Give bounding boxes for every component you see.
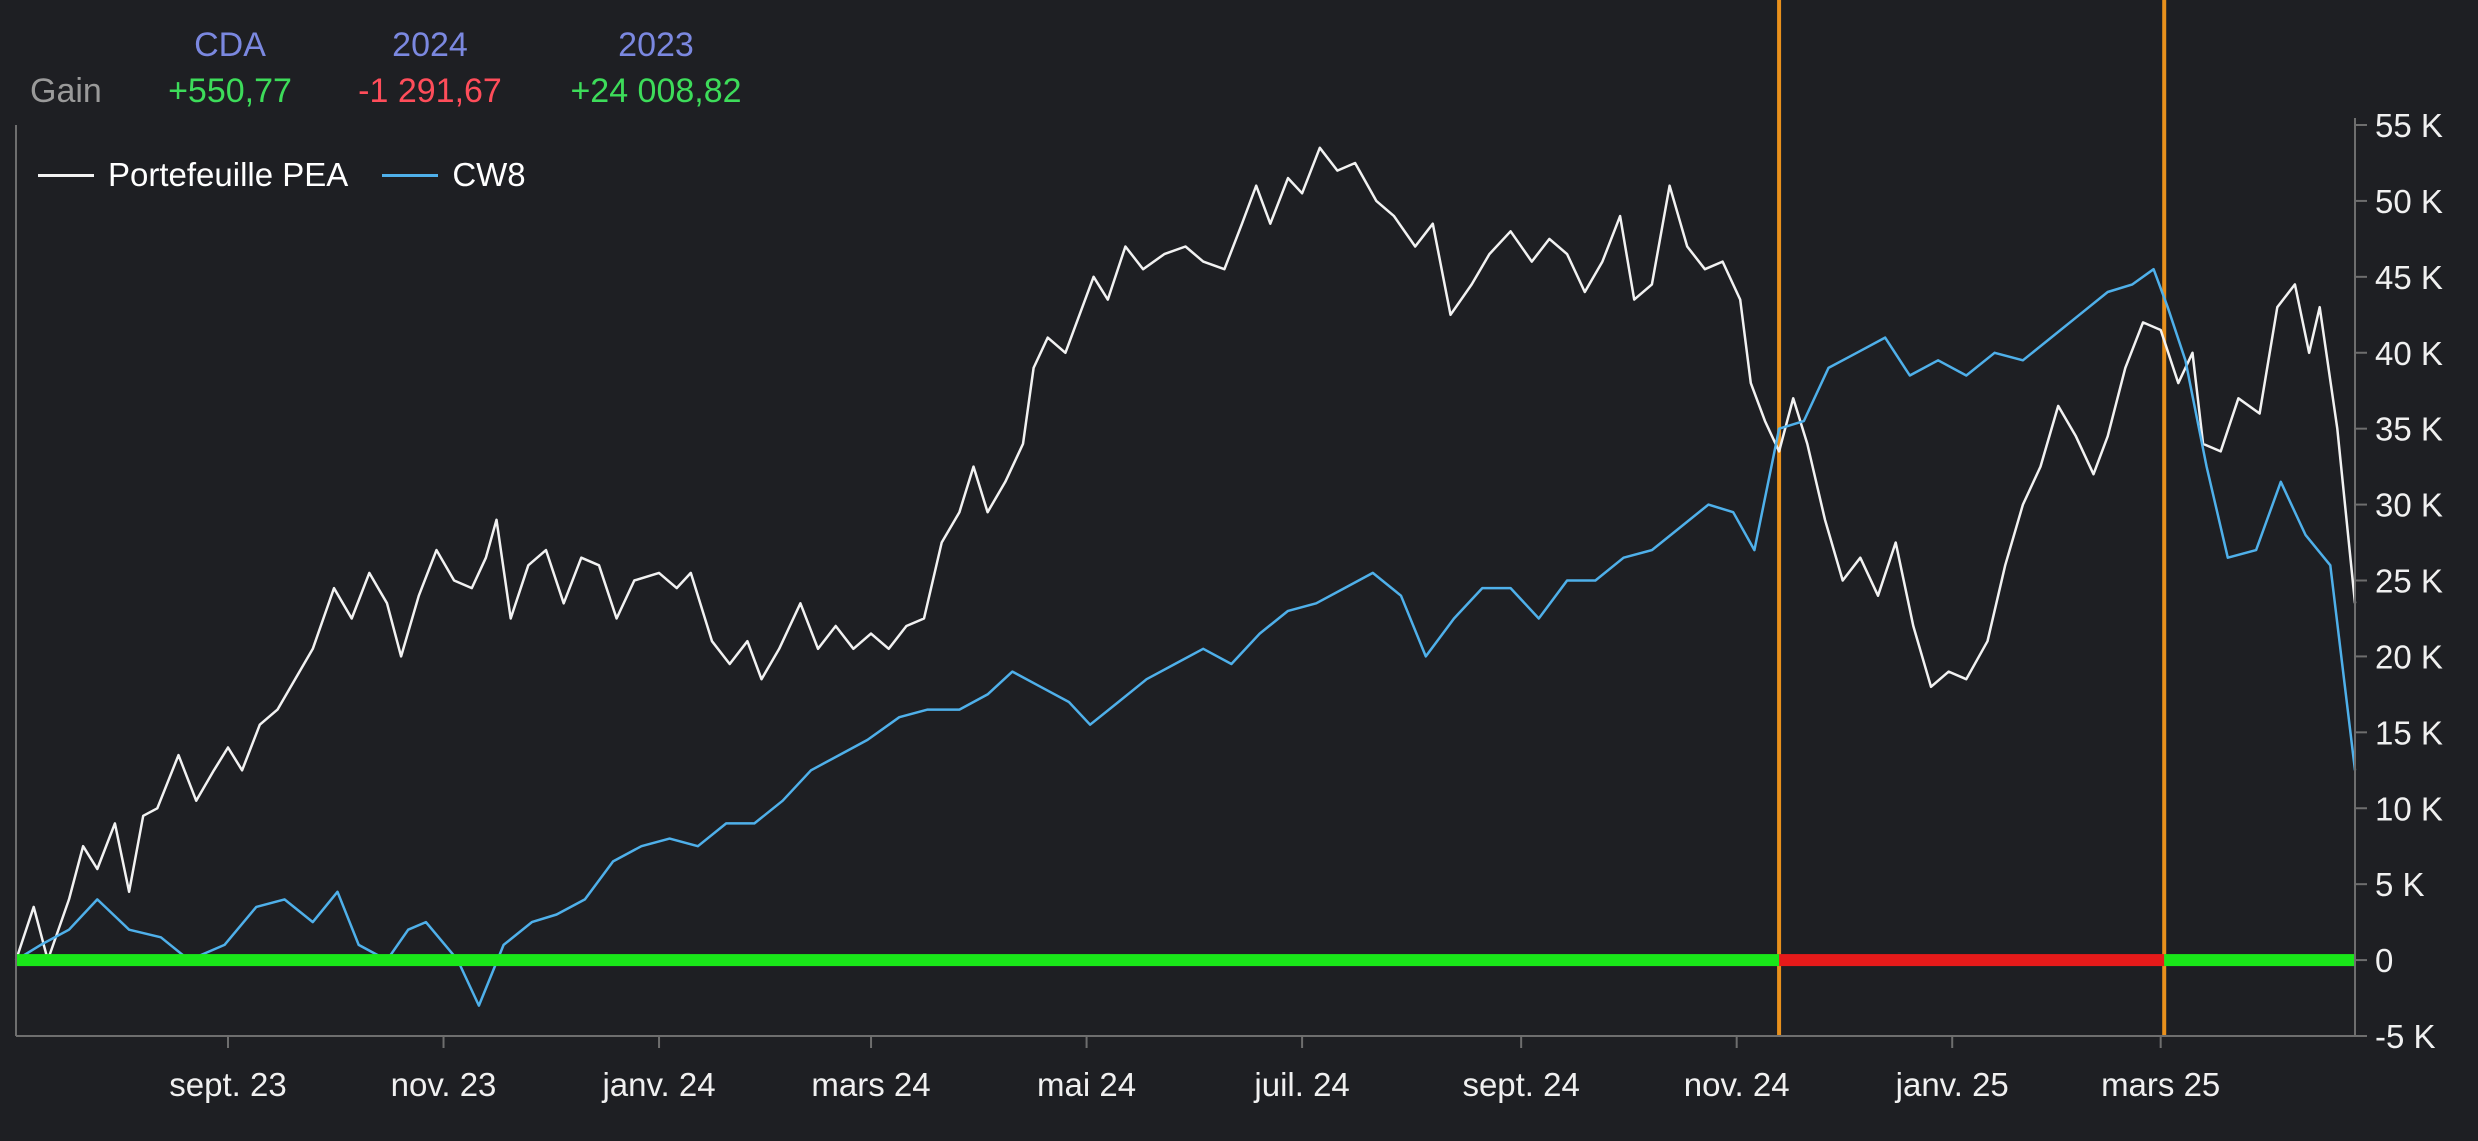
x-tick-label: janv. 25 — [1895, 1066, 2009, 1103]
legend-label-portefeuille: Portefeuille PEA — [108, 156, 349, 193]
y-axis-ticks: -5 K 0 5 K 10 K 15 K 20 K 25 K 30 K 35 K 40 K 45 K… — [2355, 107, 2443, 1055]
x-tick-label: juil. 24 — [1253, 1066, 1349, 1103]
legend-swatch-portefeuille — [38, 173, 94, 177]
y-tick-label: 45 K — [2375, 259, 2443, 296]
gain-row-label: Gain — [30, 72, 102, 110]
event-markers — [1777, 0, 2167, 1036]
y-tick-label: -5 K — [2375, 1018, 2436, 1055]
y-tick-label: 20 K — [2375, 638, 2443, 675]
y-tick-label: 40 K — [2375, 335, 2443, 372]
x-tick-label: mai 24 — [1037, 1066, 1136, 1103]
x-tick-label: sept. 24 — [1462, 1066, 1579, 1103]
legend-label-cw8: CW8 — [452, 156, 526, 193]
y-tick-label: 0 — [2375, 942, 2393, 979]
chart-legend: Portefeuille PEA CW8 — [38, 150, 560, 200]
gain-value-2023: +24 008,82 — [570, 72, 742, 110]
gain-band-negative — [1779, 954, 2165, 967]
legend-item-portefeuille[interactable]: Portefeuille PEA — [38, 156, 348, 194]
chart-axes — [15, 118, 2356, 1037]
gain-column-title-2024: 2024 — [392, 26, 468, 64]
gain-value-cda: +550,77 — [168, 72, 292, 110]
gain-summary: CDA 2024 2023 Gain +550,77 -1 291,67 +24… — [30, 22, 790, 122]
gain-band-positive — [16, 954, 1780, 967]
gain-value-2024: -1 291,67 — [358, 72, 502, 110]
x-tick-label: sept. 23 — [169, 1066, 286, 1103]
gain-band-positive — [2164, 954, 2355, 967]
gain-column-title-2023: 2023 — [618, 26, 694, 64]
y-tick-label: 35 K — [2375, 411, 2443, 448]
x-tick-label: janv. 24 — [601, 1066, 715, 1103]
y-tick-label: 15 K — [2375, 714, 2443, 751]
y-tick-label: 5 K — [2375, 866, 2425, 903]
x-tick-label: nov. 23 — [391, 1066, 497, 1103]
y-tick-label: 50 K — [2375, 183, 2443, 220]
x-tick-label: nov. 24 — [1684, 1066, 1790, 1103]
x-axis-ticks: sept. 23 nov. 23 janv. 24 mars 24 mai 24 juil… — [169, 1036, 2220, 1103]
x-tick-label: mars 24 — [811, 1066, 930, 1103]
x-tick-label: mars 25 — [2101, 1066, 2220, 1103]
series-line-portefeuille — [14, 146, 2357, 962]
y-tick-label: 10 K — [2375, 790, 2443, 827]
series-line-cw8 — [15, 267, 2357, 1007]
gain-band — [16, 954, 2355, 967]
y-tick-label: 25 K — [2375, 563, 2443, 600]
y-tick-label: 30 K — [2375, 487, 2443, 524]
y-tick-label: 55 K — [2375, 107, 2443, 144]
series-lines — [14, 146, 2357, 1007]
legend-item-cw8[interactable]: CW8 — [382, 156, 526, 194]
legend-swatch-cw8 — [382, 173, 439, 177]
gain-column-title-cda: CDA — [194, 26, 266, 64]
